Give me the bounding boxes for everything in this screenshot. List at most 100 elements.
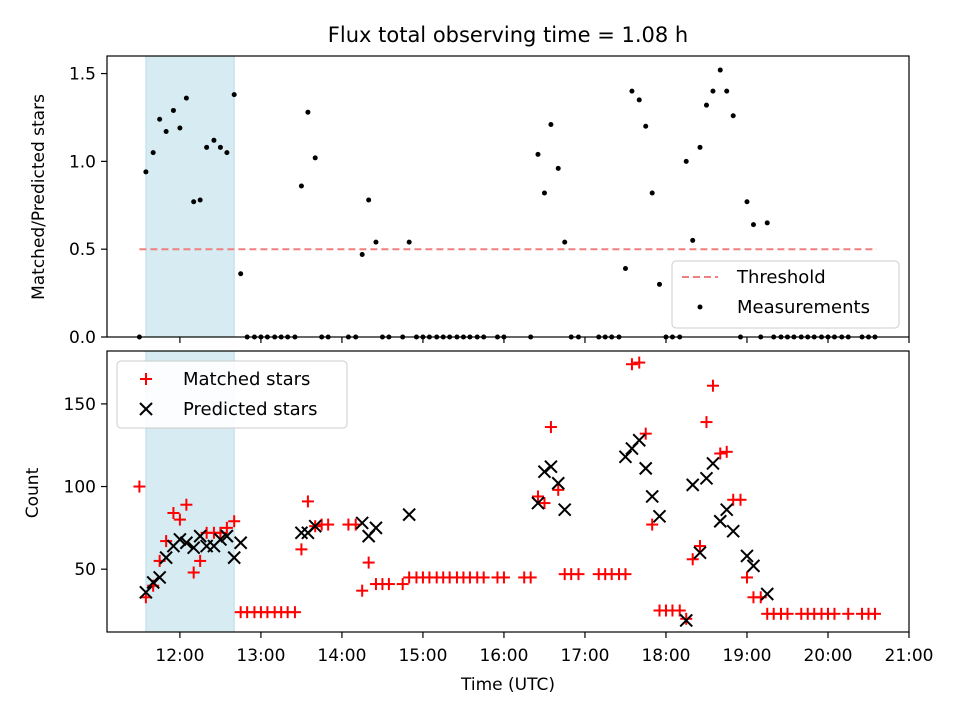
matched-star-point [301,495,314,508]
measurement-point [562,239,568,245]
measurement-point [298,183,304,189]
top-observing-span [145,55,235,338]
predicted-star-point [213,532,228,547]
measurement-point [724,88,730,94]
measurement-point [143,169,149,175]
measurement-point [541,190,547,196]
matched-star-point [706,379,719,392]
predicted-star-point [645,489,659,504]
predicted-star-point [760,587,774,601]
x-tick-label: 14:00 [317,646,366,666]
predicted-star-point [193,529,207,543]
matched-star-point [700,416,713,429]
matched-star-point [173,513,186,526]
x-tick-label: 12:00 [155,646,204,666]
legend-threshold-label: Threshold [736,267,826,288]
predicted-star-point [402,507,416,522]
matched-star-point [828,607,841,620]
matched-star-point [356,584,369,597]
matched-star-point [220,521,233,534]
matched-star-point [740,571,753,584]
predicted-star-point [233,536,248,550]
bottom-y-axis-label: Count [23,467,43,518]
matched-star-point [322,518,335,531]
bottom-y-tick-label: 150 [64,395,96,415]
predicted-star-point [618,450,633,464]
x-axis-label: Time (UTC) [460,675,555,695]
top-axes-frame [106,55,910,338]
measurement-point [690,237,696,243]
measurement-point [211,137,217,143]
matched-star-point [781,607,794,620]
matched-star-point [639,427,652,440]
measurement-point [177,125,183,131]
top-y-tick-label: 1.5 [69,65,96,85]
measurement-point [406,239,412,245]
measurement-point [170,107,176,113]
matched-star-point [228,515,241,528]
matched-star-point [633,356,646,369]
measurement-point [197,197,203,203]
matched-star-point [720,445,733,458]
measurement-point [744,199,750,205]
measurement-point [535,151,541,157]
matched-star-point [167,506,180,519]
legend-predicted-swatch [139,402,153,416]
measurement-point [548,121,554,127]
measurement-point [710,88,716,94]
measurement-point [191,199,197,205]
measurement-point [366,197,372,203]
predicted-star-point [740,549,754,563]
predicted-star-point [186,540,201,555]
predicted-star-point [632,433,646,447]
predicted-star-point [139,585,153,600]
matched-star-point [382,578,395,591]
matched-star-point [544,421,557,434]
measurement-point [622,266,628,272]
matched-star-point [734,493,747,506]
measurement-point [157,116,163,122]
matched-star-point [538,497,551,510]
matched-star-point [477,571,490,584]
top-legend: Threshold Measurements [671,260,900,329]
matched-star-point [673,604,686,617]
measurement-point [183,95,189,101]
top-chart-title: Flux total observing time = 1.08 h [328,23,688,47]
measurement-point [750,222,756,228]
predicted-star-point [537,464,552,479]
legend-matched-swatch [140,373,152,385]
measurement-point [717,67,723,73]
matched-star-point [680,612,693,625]
predicted-star-point [544,459,558,474]
matched-star-point [572,568,585,581]
measurement-point [697,144,703,150]
matched-star-point [187,566,200,579]
matched-star-point [693,540,706,553]
predicted-star-point [220,529,234,543]
matched-star-point [133,480,146,493]
predicted-star-point [639,461,653,476]
measurement-point [305,109,311,115]
measurement-point [217,144,223,150]
measurement-point [204,144,210,150]
predicted-star-point [746,559,761,573]
matched-star-point [194,554,207,567]
predicted-star-point [693,545,707,560]
predicted-star-point [146,575,160,590]
x-tick-label: 19:00 [722,646,771,666]
matched-star-point [295,543,308,556]
x-tick-label: 13:00 [236,646,285,666]
measurement-point [231,92,237,98]
predicted-star-point [706,456,720,471]
measurement-point [359,251,365,257]
matched-star-point [288,606,301,619]
measurement-point [649,190,655,196]
predicted-star-point [720,502,734,517]
predicted-star-point [227,550,241,565]
measurement-point [629,88,635,94]
predicted-star-point [679,613,693,628]
bottom-legend: Matched stars Predicted stars [116,360,348,429]
predicted-star-point [699,471,714,485]
matched-star-point [362,556,375,569]
matched-star-point [619,568,632,581]
